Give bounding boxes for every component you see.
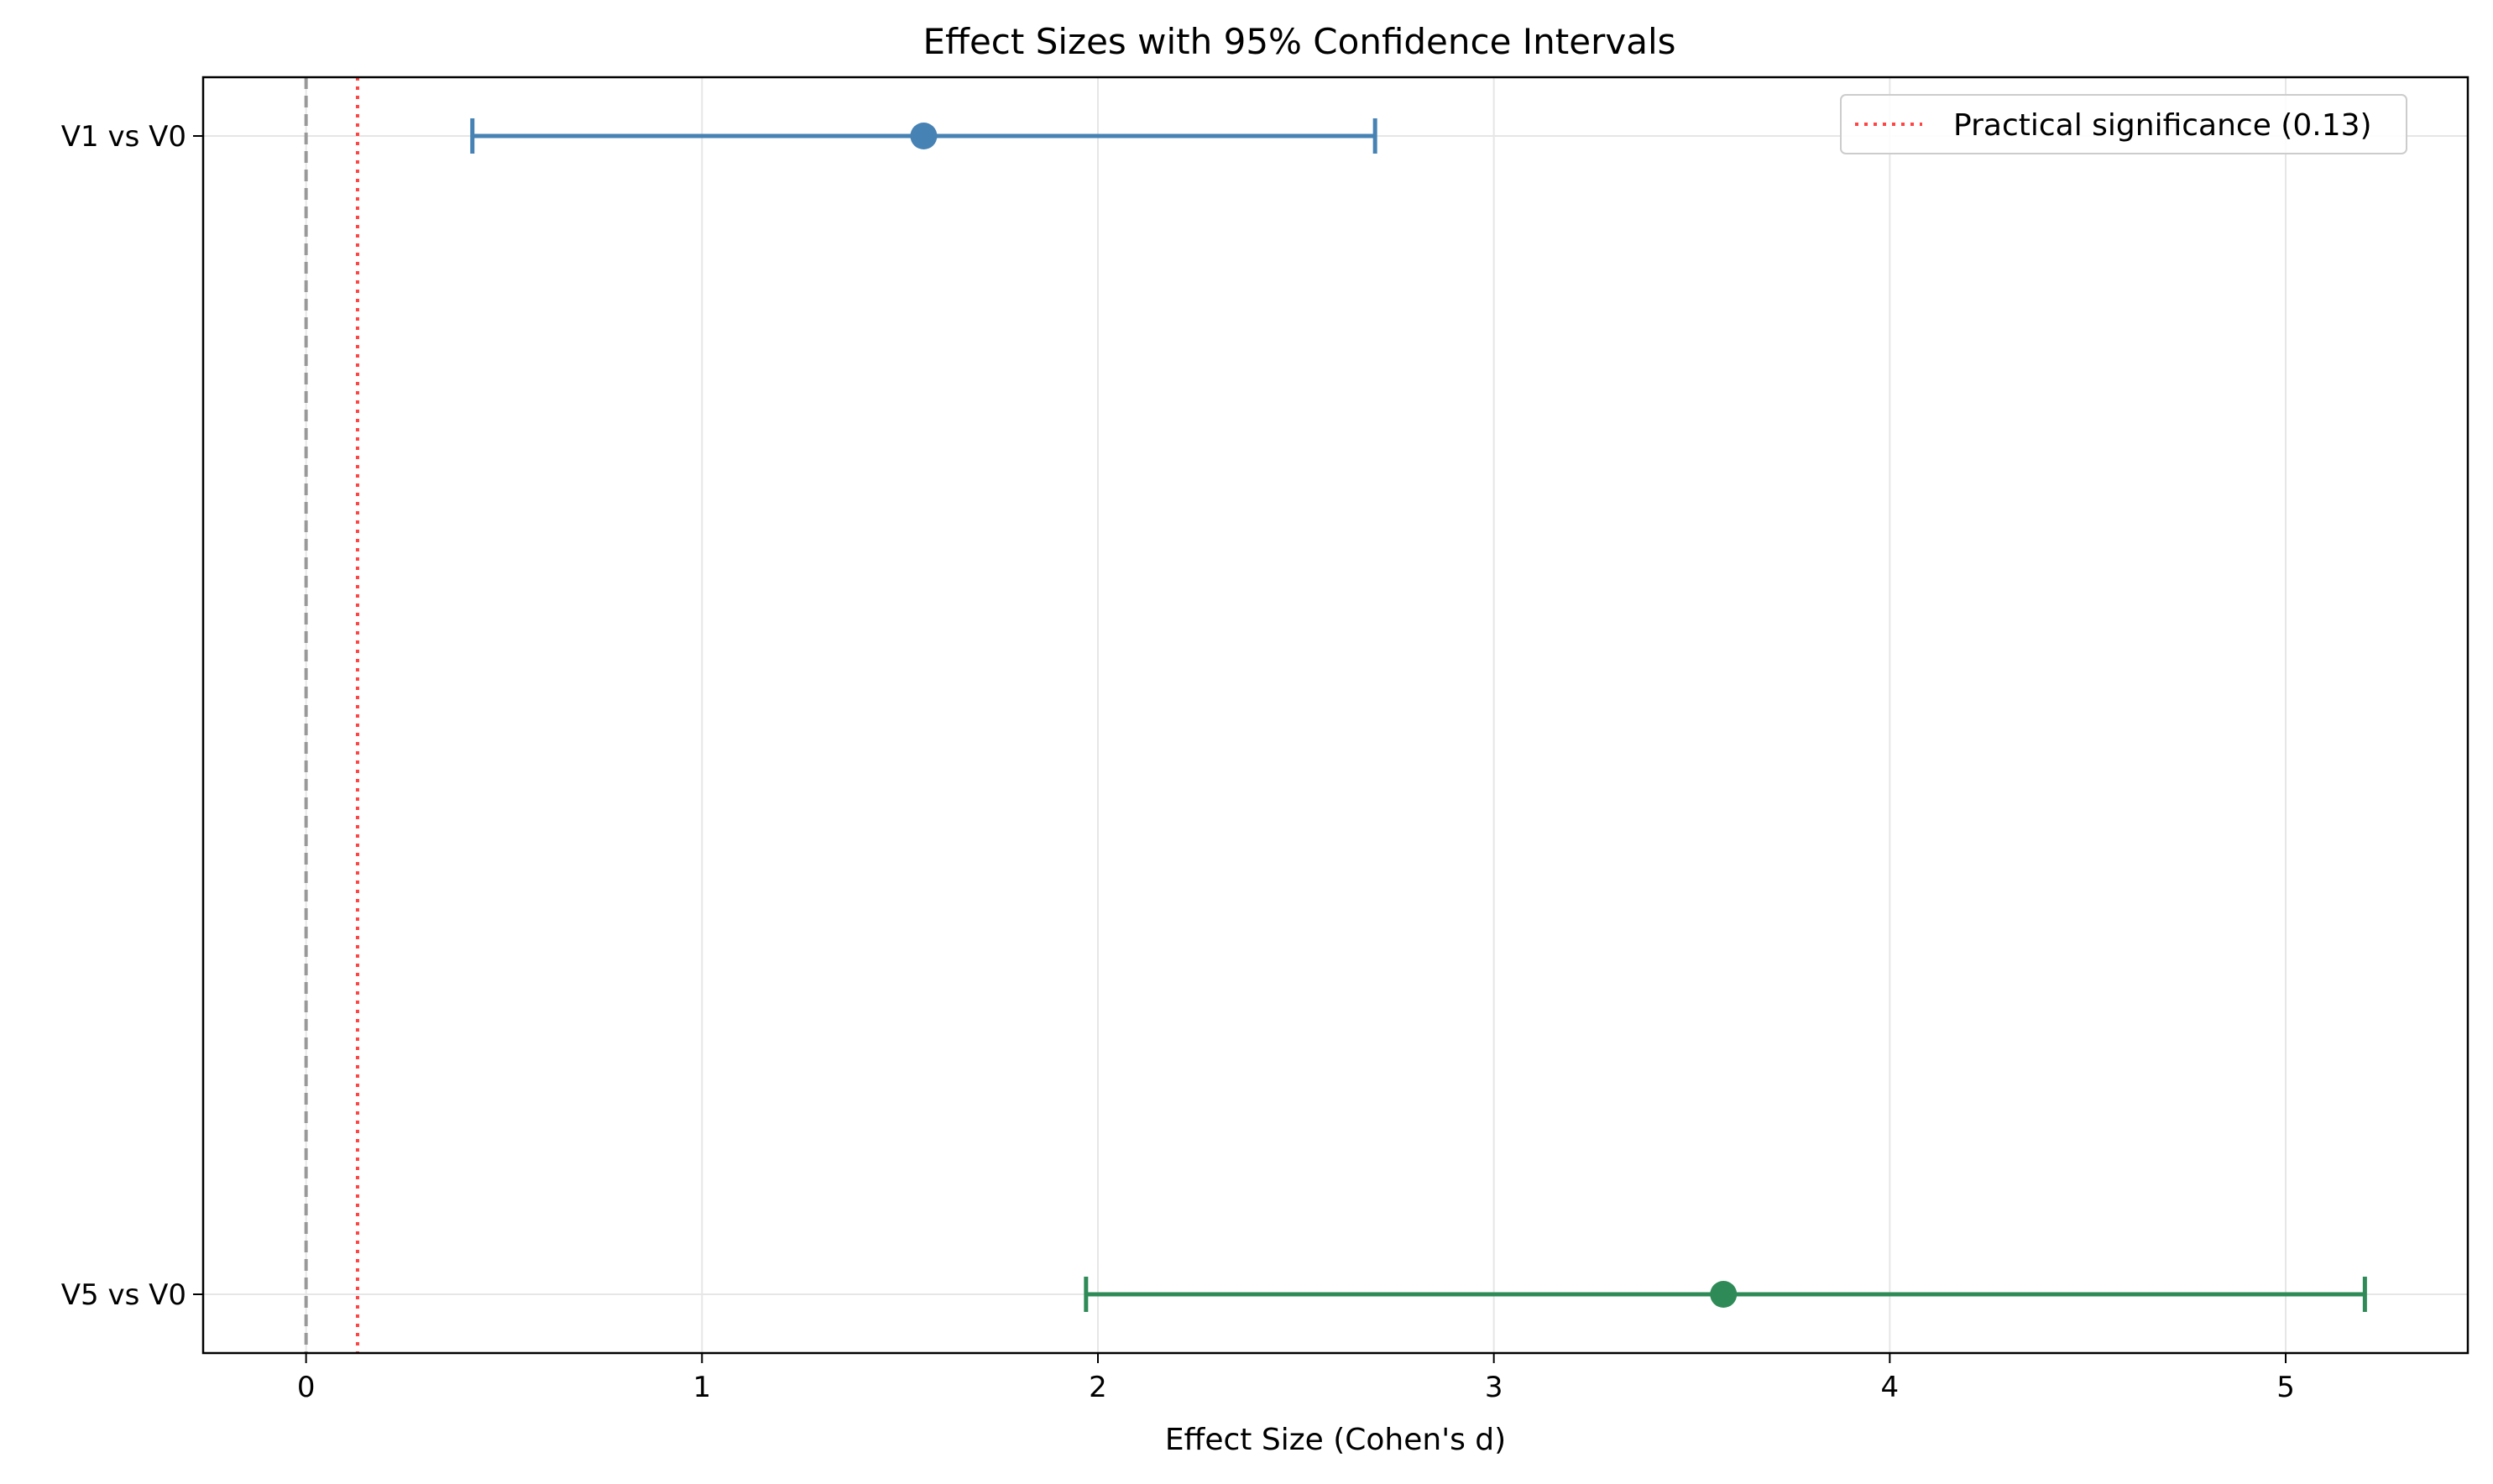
y-category-label: V1 vs V0 [61,120,186,154]
effect-size-point [910,123,938,149]
x-tick-label: 1 [692,1371,711,1404]
x-tick-label: 3 [1485,1371,1503,1404]
legend: Practical significance (0.13) [1840,94,2407,154]
grid [203,77,2468,1353]
x-axis-label: Effect Size (Cohen's d) [1165,1423,1506,1457]
x-tick-label: 2 [1089,1371,1107,1404]
x-tick-label: 0 [297,1371,316,1404]
x-tick-label: 5 [2276,1371,2295,1404]
plot-frame [201,76,2469,1355]
legend-box [1840,94,2407,154]
effect-size-point [1710,1281,1738,1308]
y-axis: V1 vs V0 V5 vs V0 [61,120,203,1312]
reference-lines [304,77,359,1353]
x-tick-label: 4 [1881,1371,1900,1404]
data-marks [470,118,2367,1312]
x-axis: 0 1 2 3 4 5 [297,1353,2295,1404]
chart-title: Effect Sizes with 95% Confidence Interva… [922,21,1675,62]
y-category-label: V5 vs V0 [61,1278,186,1312]
legend-entry-practical-significance: Practical significance (0.13) [1953,108,2372,143]
